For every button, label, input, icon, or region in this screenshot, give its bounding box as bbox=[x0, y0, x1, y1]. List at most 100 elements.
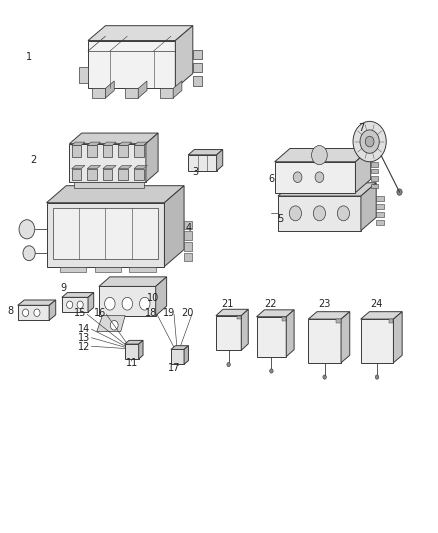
Text: 7: 7 bbox=[358, 123, 364, 133]
Polygon shape bbox=[278, 183, 376, 196]
Circle shape bbox=[293, 172, 302, 182]
Polygon shape bbox=[88, 293, 94, 312]
Polygon shape bbox=[184, 221, 192, 229]
Polygon shape bbox=[60, 266, 86, 272]
Circle shape bbox=[353, 122, 386, 162]
Polygon shape bbox=[49, 300, 56, 320]
Polygon shape bbox=[79, 67, 88, 83]
Polygon shape bbox=[130, 266, 155, 272]
Polygon shape bbox=[188, 155, 217, 171]
Circle shape bbox=[375, 375, 379, 379]
Polygon shape bbox=[216, 316, 241, 350]
Polygon shape bbox=[92, 88, 106, 98]
Polygon shape bbox=[72, 168, 81, 180]
Text: 10: 10 bbox=[146, 293, 159, 303]
Circle shape bbox=[397, 189, 402, 195]
Polygon shape bbox=[125, 341, 143, 344]
Circle shape bbox=[337, 206, 350, 221]
Polygon shape bbox=[184, 253, 192, 261]
Polygon shape bbox=[164, 185, 184, 266]
Polygon shape bbox=[376, 212, 384, 217]
Text: 22: 22 bbox=[264, 298, 277, 309]
Polygon shape bbox=[18, 305, 49, 320]
Polygon shape bbox=[282, 317, 286, 321]
Polygon shape bbox=[184, 231, 192, 240]
Text: 4: 4 bbox=[185, 223, 191, 233]
Text: 11: 11 bbox=[126, 358, 138, 368]
Circle shape bbox=[67, 301, 73, 309]
Text: 6: 6 bbox=[268, 174, 275, 184]
Polygon shape bbox=[118, 165, 132, 168]
Polygon shape bbox=[371, 183, 378, 188]
Polygon shape bbox=[134, 168, 144, 180]
Polygon shape bbox=[99, 286, 155, 316]
Circle shape bbox=[23, 246, 35, 261]
Polygon shape bbox=[155, 277, 166, 316]
Polygon shape bbox=[257, 310, 294, 317]
Polygon shape bbox=[237, 316, 241, 319]
Polygon shape bbox=[193, 63, 202, 72]
Polygon shape bbox=[97, 316, 125, 332]
Polygon shape bbox=[87, 165, 101, 168]
Circle shape bbox=[110, 320, 118, 330]
Polygon shape bbox=[217, 150, 223, 171]
Polygon shape bbox=[160, 88, 173, 98]
Polygon shape bbox=[18, 300, 56, 305]
Polygon shape bbox=[74, 182, 144, 188]
Polygon shape bbox=[371, 168, 378, 173]
Polygon shape bbox=[134, 142, 147, 146]
Text: 14: 14 bbox=[78, 324, 91, 334]
Text: 5: 5 bbox=[277, 214, 283, 224]
Text: 8: 8 bbox=[7, 306, 14, 316]
Polygon shape bbox=[241, 309, 248, 350]
Text: 9: 9 bbox=[60, 283, 66, 293]
Polygon shape bbox=[275, 162, 356, 192]
Circle shape bbox=[22, 309, 28, 317]
Polygon shape bbox=[88, 26, 193, 41]
Polygon shape bbox=[361, 183, 376, 231]
Polygon shape bbox=[125, 88, 138, 98]
Polygon shape bbox=[46, 185, 184, 203]
Polygon shape bbox=[106, 81, 114, 98]
Circle shape bbox=[323, 375, 326, 379]
Polygon shape bbox=[118, 142, 132, 146]
Polygon shape bbox=[376, 204, 384, 209]
Text: 23: 23 bbox=[318, 298, 331, 309]
Text: 12: 12 bbox=[78, 342, 91, 352]
Polygon shape bbox=[138, 81, 147, 98]
Polygon shape bbox=[103, 146, 113, 157]
Text: 15: 15 bbox=[74, 308, 86, 318]
Polygon shape bbox=[118, 146, 128, 157]
Polygon shape bbox=[70, 144, 146, 182]
Polygon shape bbox=[62, 293, 94, 297]
Polygon shape bbox=[341, 312, 350, 363]
Text: 20: 20 bbox=[181, 308, 194, 318]
Polygon shape bbox=[72, 165, 85, 168]
Polygon shape bbox=[87, 146, 97, 157]
Polygon shape bbox=[184, 346, 188, 365]
Text: 18: 18 bbox=[145, 308, 157, 318]
Circle shape bbox=[270, 369, 273, 373]
Polygon shape bbox=[103, 142, 116, 146]
Polygon shape bbox=[376, 196, 384, 201]
Circle shape bbox=[77, 301, 83, 309]
Circle shape bbox=[105, 297, 115, 310]
Polygon shape bbox=[393, 312, 402, 363]
Polygon shape bbox=[360, 312, 402, 319]
Polygon shape bbox=[88, 41, 175, 88]
Polygon shape bbox=[184, 242, 192, 251]
Polygon shape bbox=[139, 341, 143, 359]
Polygon shape bbox=[275, 149, 371, 162]
Circle shape bbox=[313, 206, 325, 221]
Circle shape bbox=[315, 172, 324, 182]
Polygon shape bbox=[389, 319, 393, 324]
Text: 17: 17 bbox=[168, 362, 180, 373]
Text: 3: 3 bbox=[192, 167, 198, 177]
Circle shape bbox=[289, 206, 301, 221]
Polygon shape bbox=[193, 50, 202, 59]
Circle shape bbox=[360, 130, 379, 154]
Polygon shape bbox=[134, 146, 144, 157]
Polygon shape bbox=[175, 26, 193, 88]
Polygon shape bbox=[336, 319, 341, 324]
Text: 2: 2 bbox=[30, 155, 36, 165]
